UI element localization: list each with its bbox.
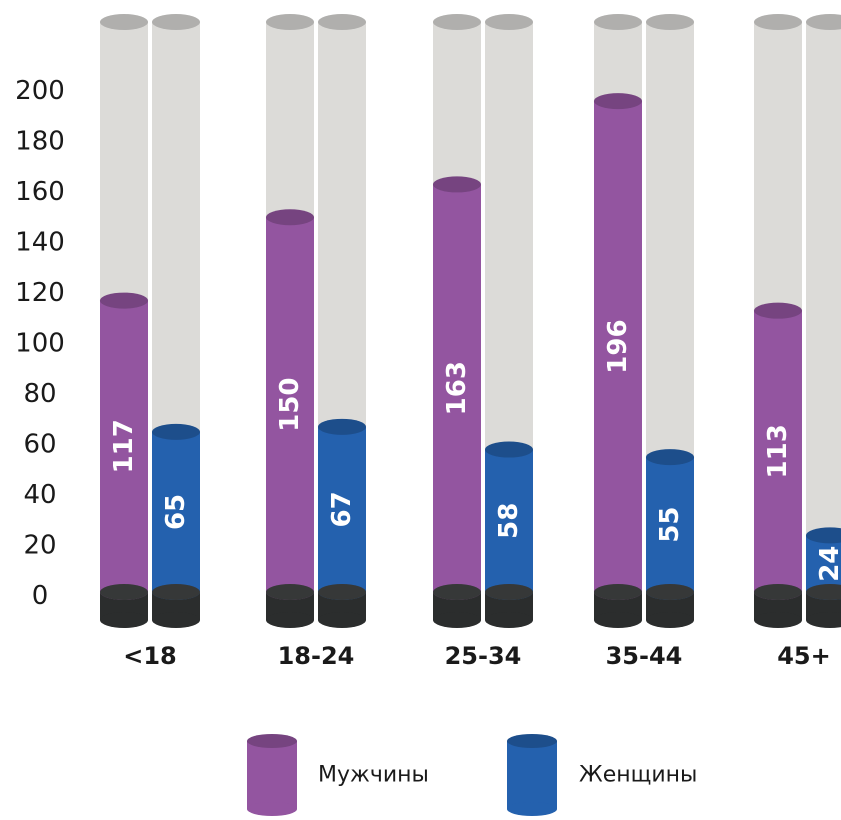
legend-swatch (507, 734, 557, 816)
base-cap-series1-25-34 (433, 584, 481, 600)
base-cap-series1-45 (754, 584, 802, 600)
value-label-series2-18-24: 67 (327, 491, 357, 527)
track-series2-45 (806, 14, 841, 600)
legend-label: Женщины (579, 763, 697, 788)
x-tick-label: 25-34 (445, 642, 522, 670)
base-cap-series2-45 (806, 584, 841, 600)
value-label-series2-45: 24 (815, 546, 841, 582)
value-label-series1-45: 113 (763, 424, 793, 478)
x-tick-label: <18 (123, 642, 177, 670)
x-tick-label: 35-44 (606, 642, 683, 670)
base-cap-series2-18 (152, 584, 200, 600)
x-tick-label: 45+ (777, 642, 831, 670)
y-tick-label: 40 (23, 480, 56, 510)
y-tick-label: 20 (23, 531, 56, 561)
x-axis: <18 18-24 25-34 35-44 45+ (123, 642, 831, 670)
legend-label: Мужчины (318, 763, 429, 788)
value-label-series1-25-34: 163 (442, 361, 472, 415)
base-cap-series1-18 (100, 584, 148, 600)
value-label-series2-35-44: 55 (655, 506, 685, 542)
legend-item-series2: Женщины (507, 734, 697, 816)
legend-swatch (247, 734, 297, 816)
value-label-series1-18: 117 (109, 419, 139, 473)
y-tick-label: 0 (32, 581, 49, 611)
y-tick-label: 120 (15, 278, 65, 308)
value-label-series1-18-24: 150 (275, 377, 305, 431)
bars: 117 65 150 67 163 58 196 55 113 24 (100, 93, 841, 628)
value-label-series2-25-34: 58 (494, 503, 524, 539)
y-tick-label: 160 (15, 177, 65, 207)
base-cap-series1-35-44 (594, 584, 642, 600)
y-tick-label: 100 (15, 329, 65, 359)
base-cap-series2-18-24 (318, 584, 366, 600)
base-cap-series1-18-24 (266, 584, 314, 600)
legend: Мужчины Женщины (247, 734, 697, 816)
y-tick-label: 180 (15, 127, 65, 157)
y-tick-label: 200 (15, 76, 65, 106)
y-tick-label: 60 (23, 430, 56, 460)
base-cap-series2-25-34 (485, 584, 533, 600)
x-tick-label: 18-24 (278, 642, 355, 670)
y-axis: 0 20 40 60 80 100 120 140 160 180 200 (15, 76, 65, 611)
base-cap-series2-35-44 (646, 584, 694, 600)
y-tick-label: 80 (23, 379, 56, 409)
bar-series1-35-44 (594, 93, 642, 600)
y-tick-label: 140 (15, 228, 65, 258)
value-label-series1-35-44: 196 (603, 319, 633, 373)
legend-item-series1: Мужчины (247, 734, 429, 816)
value-label-series2-18: 65 (161, 494, 191, 530)
